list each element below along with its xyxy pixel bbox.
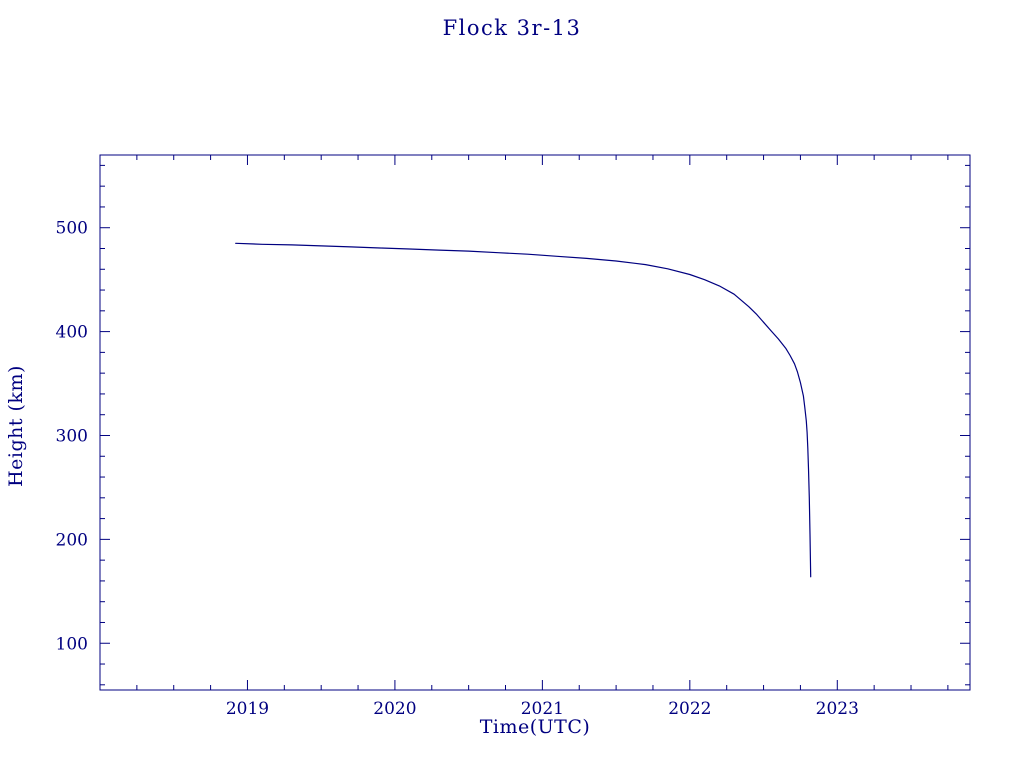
chart-title: Flock 3r-13 [442,16,582,40]
x-tick-label: 2020 [373,699,416,719]
plot-box [99,154,971,691]
x-tick-label: 2019 [226,699,269,719]
x-tick-label: 2023 [816,699,859,719]
x-tick-label: 2022 [668,699,711,719]
y-axis-label: Height (km) [5,365,27,487]
x-tick-label: 2021 [521,699,564,719]
y-tick-label: 100 [56,634,88,654]
y-tick-label: 400 [56,323,88,343]
y-tick-label: 200 [56,530,88,550]
y-tick-label: 300 [56,426,88,446]
x-axis-label: Time(UTC) [479,716,591,738]
y-tick-label: 500 [56,219,88,239]
decay-curve [235,242,812,578]
